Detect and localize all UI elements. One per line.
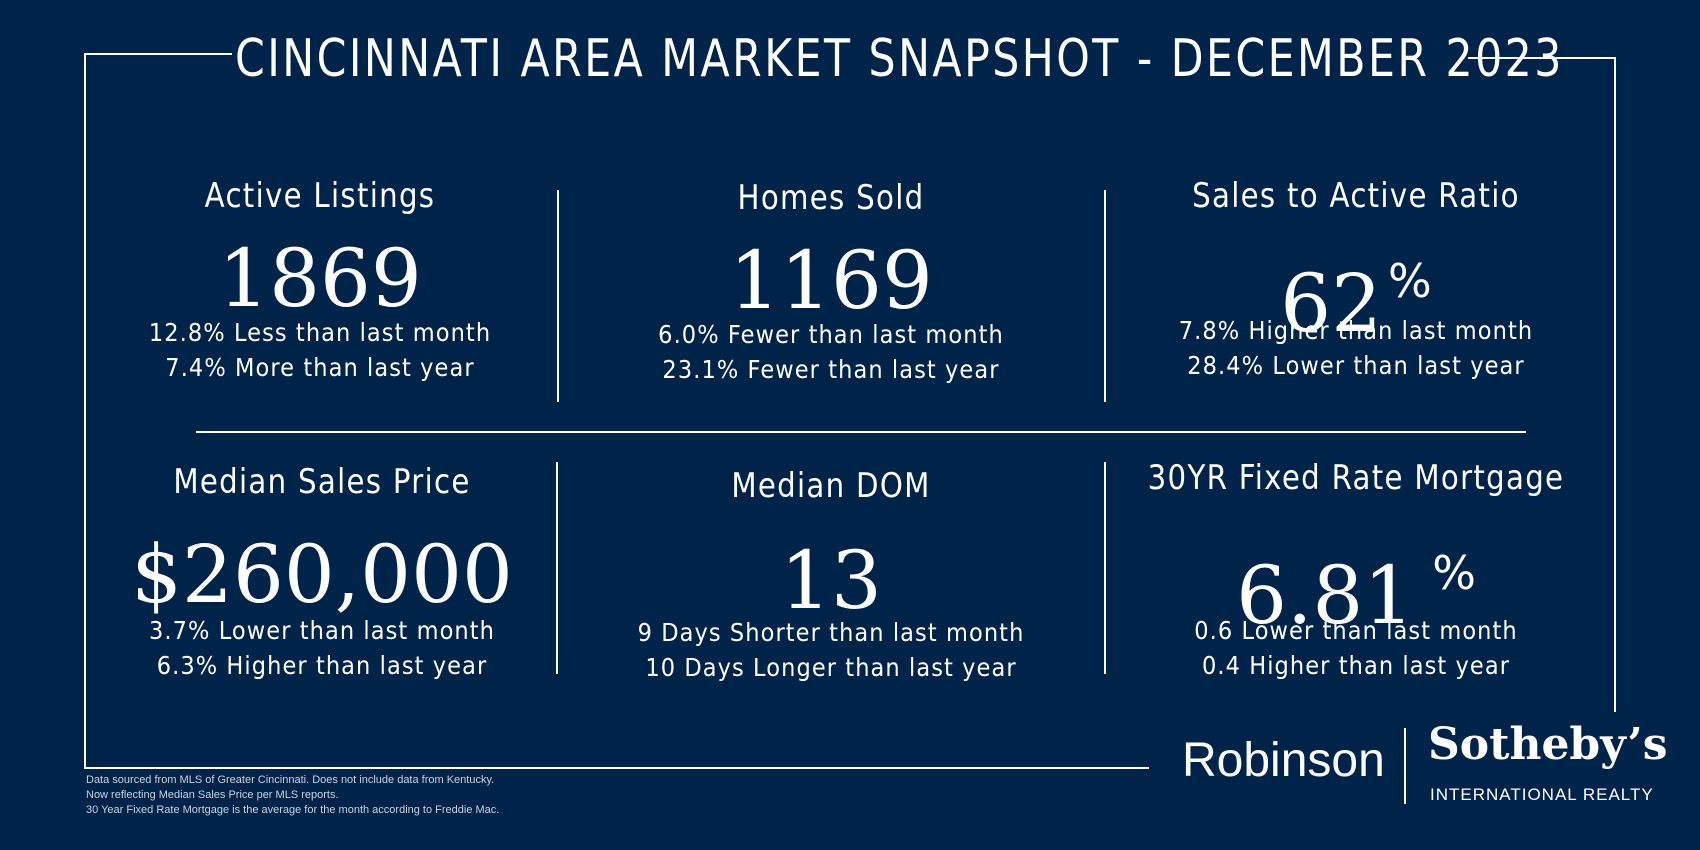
footnote-line: Data sourced from MLS of Greater Cincinn… xyxy=(86,774,495,786)
footnotes: Data sourced from MLS of Greater Cincinn… xyxy=(86,773,499,818)
stat-change-month: 12.8% Less than last month xyxy=(148,318,492,347)
stat-value: 13 xyxy=(780,534,882,627)
stat-value: 6.81% xyxy=(1236,546,1476,642)
percent-unit: % xyxy=(1388,254,1432,308)
stat-label: Homes Sold xyxy=(737,178,925,218)
stat-change-year: 28.4% Lower than last year xyxy=(1187,351,1525,380)
logo-robinson-text: Robinson xyxy=(1182,734,1385,787)
frame-left xyxy=(84,53,86,769)
vertical-divider-top-2 xyxy=(1104,190,1106,402)
stat-value: 1869 xyxy=(218,232,422,325)
frame-top-left xyxy=(84,53,232,55)
stat-label: 30YR Fixed Rate Mortgage xyxy=(1147,458,1565,498)
stat-value: 1169 xyxy=(729,234,933,327)
vertical-divider-top-1 xyxy=(557,190,559,402)
footnote-line: Now reflecting Median Sales Price per ML… xyxy=(86,789,339,801)
stat-label: Median Sales Price xyxy=(173,462,471,502)
stat-change-year: 6.3% Higher than last year xyxy=(156,651,488,680)
stat-change-month: 9 Days Shorter than last month xyxy=(637,618,1025,647)
stat-label: Active Listings xyxy=(204,176,436,216)
stat-change-year: 7.4% More than last year xyxy=(165,353,475,382)
footnote-line: 30 Year Fixed Rate Mortgage is the avera… xyxy=(86,804,500,816)
stat-change-month: 7.8% Higher than last month xyxy=(1178,316,1534,345)
stat-change-year: 10 Days Longer than last year xyxy=(645,653,1017,682)
brand-logo: Robinson Sotheby’s INTERNATIONAL REALTY xyxy=(1180,719,1667,825)
frame-bottom xyxy=(84,767,1149,769)
stat-label: Median DOM xyxy=(731,466,931,506)
vertical-divider-bottom-1 xyxy=(556,462,558,674)
logo-separator xyxy=(1404,728,1406,804)
logo-sothebys-text: Sotheby’s xyxy=(1428,719,1668,770)
percent-unit: % xyxy=(1432,546,1476,600)
stat-change-month: 6.0% Fewer than last month xyxy=(658,320,1004,349)
frame-right xyxy=(1614,57,1616,712)
stat-change-year: 23.1% Fewer than last year xyxy=(662,355,1000,384)
stat-value: $260,000 xyxy=(131,528,513,621)
stat-change-year: 0.4 Higher than last year xyxy=(1201,651,1511,680)
logo-subtitle: INTERNATIONAL REALTY xyxy=(1430,785,1654,804)
vertical-divider-bottom-2 xyxy=(1104,462,1106,674)
stat-change-month: 3.7% Lower than last month xyxy=(149,616,495,645)
frame-top-right xyxy=(1468,57,1616,59)
stat-value: 62% xyxy=(1280,254,1432,350)
horizontal-divider xyxy=(196,431,1526,433)
page-title: CINCINNATI AREA MARKET SNAPSHOT - DECEMB… xyxy=(235,29,1564,89)
stat-change-month: 0.6 Lower than last month xyxy=(1194,616,1518,645)
stat-label: Sales to Active Ratio xyxy=(1192,176,1520,216)
